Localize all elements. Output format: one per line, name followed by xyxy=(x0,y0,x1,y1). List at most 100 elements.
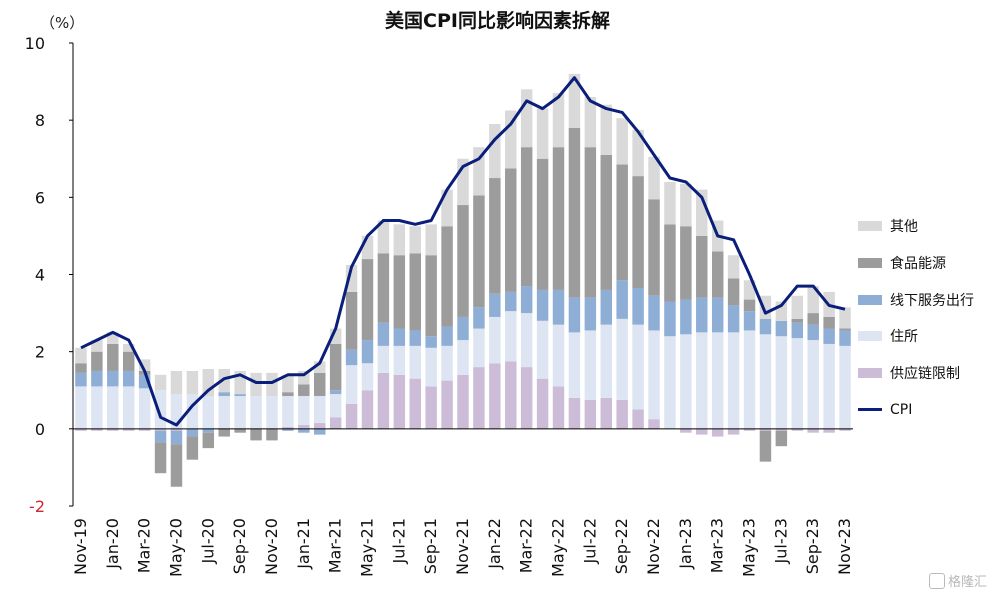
bar-segment xyxy=(648,199,660,296)
bar-segment xyxy=(75,372,87,387)
bar-segment xyxy=(170,370,183,395)
bar-segment xyxy=(568,397,581,429)
bar-segment xyxy=(377,345,390,373)
bar-segment xyxy=(696,235,708,298)
legend-label: 住所 xyxy=(890,329,918,346)
bar-segment xyxy=(743,330,756,429)
bar-segment xyxy=(329,390,342,395)
bar-segment xyxy=(775,301,788,321)
bar-segment xyxy=(75,363,87,373)
bar-segment xyxy=(616,164,628,281)
bar-segment xyxy=(361,340,374,364)
bar-segment xyxy=(759,428,772,431)
bar-segment xyxy=(489,293,501,317)
bar-segment xyxy=(680,226,692,300)
bar-segment xyxy=(425,386,437,429)
bar-segment xyxy=(823,343,835,429)
y-tick-label: 2 xyxy=(35,343,45,362)
bar-segment xyxy=(282,396,294,427)
x-tick-label: May-23 xyxy=(740,518,759,577)
bar-segment xyxy=(584,297,597,331)
bar-segment xyxy=(107,386,119,429)
legend-swatch xyxy=(858,408,882,412)
bar-segment xyxy=(648,295,660,331)
bar-segment xyxy=(632,288,644,325)
bar-segment xyxy=(568,332,581,398)
bar-segment xyxy=(727,332,740,429)
x-tick-label: Jul-22 xyxy=(580,518,599,564)
bar-segment xyxy=(584,330,597,400)
x-tick-label: Sep-22 xyxy=(612,518,631,574)
bar-segment xyxy=(361,390,374,429)
bar-segment xyxy=(696,332,708,429)
bar-segment xyxy=(680,334,692,429)
bar-segment xyxy=(648,330,660,420)
bar-segment xyxy=(107,370,119,387)
bar-segment xyxy=(138,428,151,431)
bar-segment xyxy=(457,158,469,206)
bar-segment xyxy=(632,324,644,410)
bar-segment xyxy=(727,255,740,279)
bar-segment xyxy=(425,224,437,256)
x-tick-label: Nov-21 xyxy=(453,518,472,575)
x-tick-label: Mar-23 xyxy=(708,518,727,573)
bar-segment xyxy=(616,118,628,165)
bar-segment xyxy=(807,340,819,429)
bar-segment xyxy=(552,386,565,429)
bar-segment xyxy=(536,378,549,429)
bar-segment xyxy=(791,295,804,319)
bar-segment xyxy=(425,347,437,387)
bar-segment xyxy=(234,428,246,433)
legend-item: 线下服务出行 xyxy=(858,281,993,318)
bar-segment xyxy=(266,396,278,429)
bar-segment xyxy=(759,318,772,335)
bar-segment xyxy=(552,93,565,148)
legend-label: 其他 xyxy=(890,219,918,236)
bar-segment xyxy=(839,307,851,329)
bar-segment xyxy=(473,147,485,196)
bar-segment xyxy=(489,124,501,179)
bar-segment xyxy=(202,396,215,429)
bar-segment xyxy=(202,432,215,449)
bar-segment xyxy=(314,428,326,435)
bar-segment xyxy=(664,224,676,302)
legend-item: 住所 xyxy=(858,318,993,355)
bar-segment xyxy=(393,255,406,329)
bar-segment xyxy=(138,374,151,389)
bar-segment xyxy=(505,311,517,362)
bar-segment xyxy=(600,289,612,325)
bar-segment xyxy=(823,316,835,329)
x-tick-label: Mar-20 xyxy=(135,518,154,573)
bar-segment xyxy=(298,384,310,397)
bar-segment xyxy=(170,444,183,487)
bar-segment xyxy=(361,235,374,260)
bar-segment xyxy=(441,226,453,327)
bar-segment xyxy=(75,428,87,431)
x-tick-label: Sep-20 xyxy=(230,518,249,574)
bar-segment xyxy=(552,147,565,290)
bar-segment xyxy=(791,322,804,339)
bar-segment xyxy=(552,324,565,387)
bar-segment xyxy=(345,264,358,292)
bar-segment xyxy=(839,428,851,431)
chart-legend: 其他 食品能源 线下服务出行 住所 供应链限制 CPI xyxy=(858,208,993,428)
legend-label: CPI xyxy=(890,401,913,418)
bar-segment xyxy=(186,394,199,429)
bar-segment xyxy=(520,313,533,368)
bar-segment xyxy=(314,423,326,429)
bar-segment xyxy=(600,397,612,429)
bar-segment xyxy=(218,396,230,429)
bar-segment xyxy=(568,73,581,128)
bar-segment xyxy=(711,428,724,437)
x-tick-label: Jan-20 xyxy=(103,518,122,570)
x-tick-label: Jul-21 xyxy=(389,518,408,564)
legend-item: CPI xyxy=(858,391,993,428)
bar-segment xyxy=(600,104,612,155)
bar-segment xyxy=(473,367,485,429)
y-tick-label: 4 xyxy=(35,266,45,285)
bar-segment xyxy=(298,424,310,429)
bar-segment xyxy=(266,372,278,397)
bar-segment xyxy=(791,318,804,323)
bar-segment xyxy=(552,289,565,325)
bar-segment xyxy=(505,168,517,292)
